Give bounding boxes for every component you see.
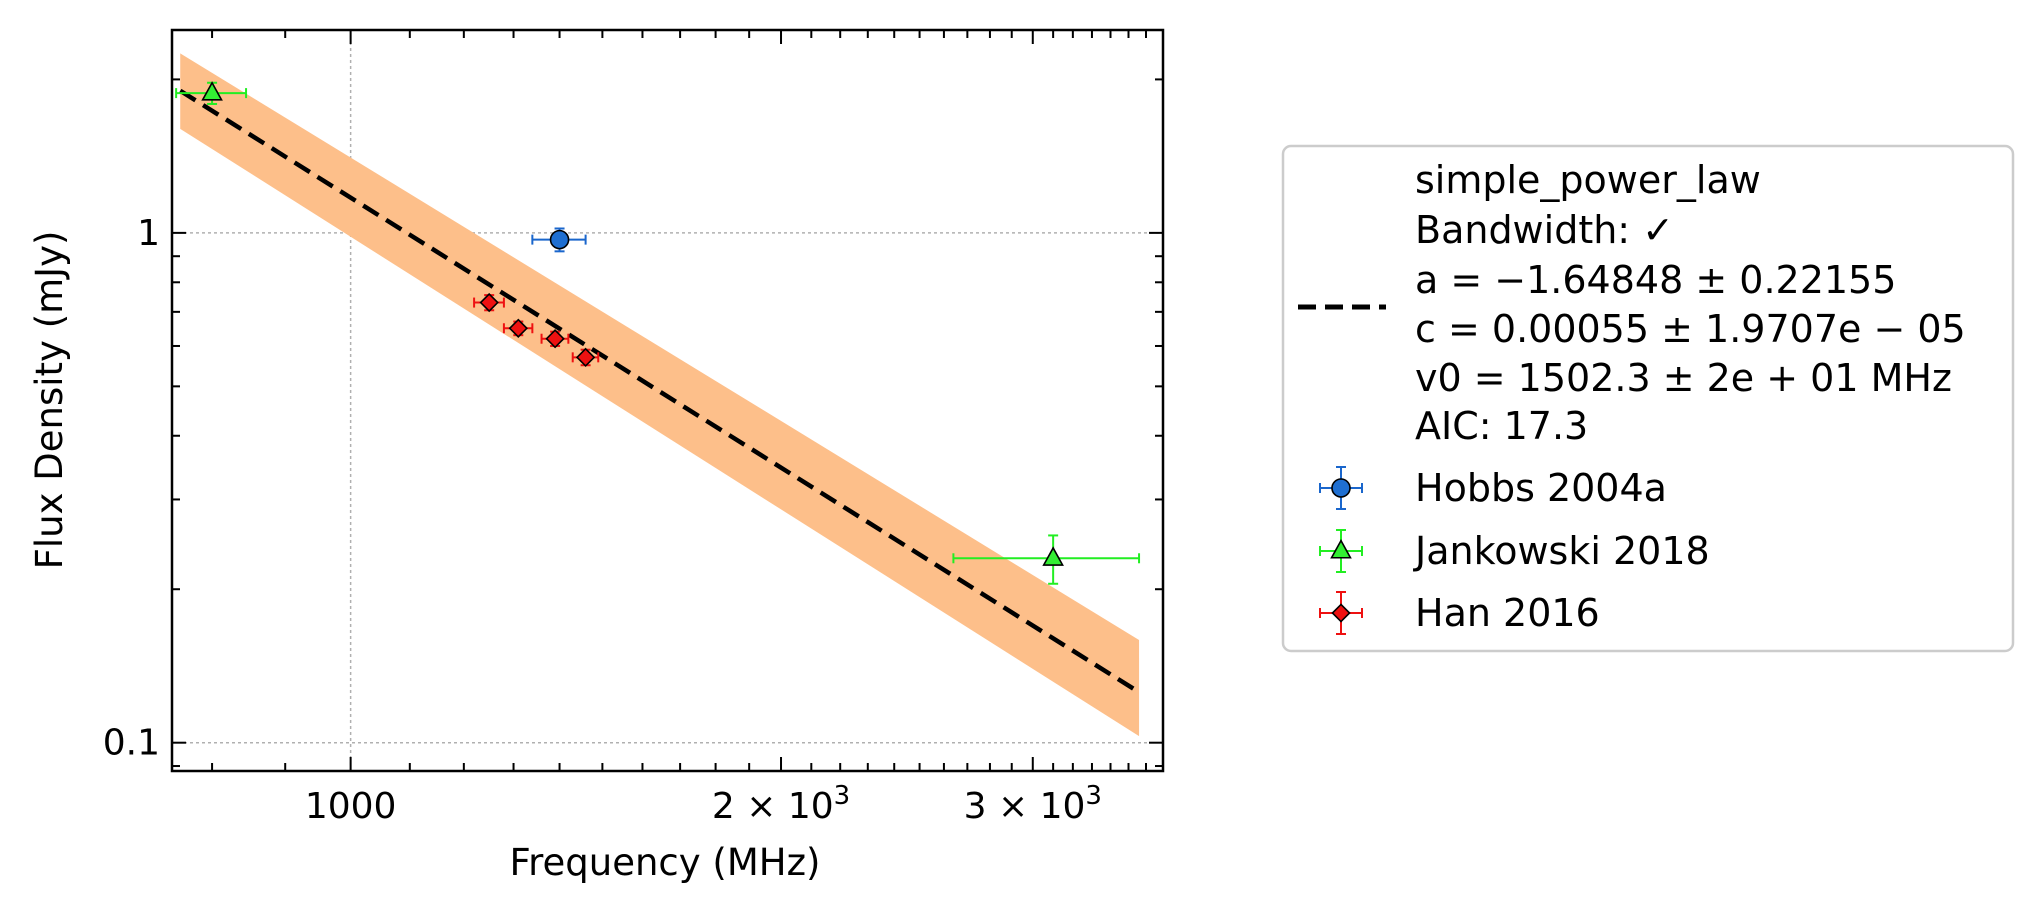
legend-fit-line-2: Bandwidth: ✓ (1415, 208, 1674, 252)
legend-fit-line-6: AIC: 17.3 (1415, 404, 1588, 448)
x-tick-label: 2 × 103 (712, 781, 850, 827)
x-tick-label: 3 × 103 (964, 781, 1102, 827)
legend-fit-line-3: a = −1.64848 ± 0.22155 (1415, 258, 1896, 302)
legend-box (1281, 144, 2015, 653)
data-point-triangle (1042, 546, 1064, 566)
y-axis-label: Flux Density (mJy) (28, 231, 71, 570)
data-point-triangle (201, 81, 223, 101)
fit-uncertainty-band (180, 53, 1140, 737)
data-point-circle (549, 229, 570, 250)
axis-ticks (172, 30, 1163, 771)
data-point-diamond (479, 292, 499, 313)
data-point-diamond (575, 347, 596, 368)
legend-marker-circle (1331, 478, 1351, 498)
x-axis-label: Frequency (MHz) (510, 841, 821, 884)
data-point-diamond (508, 318, 528, 338)
y-tick-label: 1 (137, 213, 160, 254)
legend-fit-line-5: v0 = 1502.3 ± 2e + 01 MHz (1415, 356, 1952, 400)
x-tick-label: 1000 (305, 786, 397, 827)
legend-label-han: Han 2016 (1415, 591, 1600, 635)
y-tick-label: 0.1 (103, 723, 160, 764)
legend-marker-diamond (1331, 603, 1351, 623)
legend: simple_power_law Bandwidth: ✓ a = −1.648… (1281, 144, 2015, 653)
legend-fit-line-1: simple_power_law (1415, 158, 1761, 202)
legend-label-hobbs: Hobbs 2004a (1415, 466, 1667, 510)
fit-uncertainty-band-group (180, 53, 1140, 737)
legend-label-jankowski: Jankowski 2018 (1413, 529, 1710, 573)
data-point-diamond (545, 329, 565, 349)
legend-marker-triangle (1330, 538, 1352, 559)
plot-frame (170, 28, 1165, 773)
legend-fit-line-4: c = 0.00055 ± 1.9707e − 05 (1415, 307, 1966, 351)
data-points (175, 81, 1141, 585)
axis-tick-labels: 1000 2 × 103 3 × 103 1 0.1 (103, 213, 1102, 827)
